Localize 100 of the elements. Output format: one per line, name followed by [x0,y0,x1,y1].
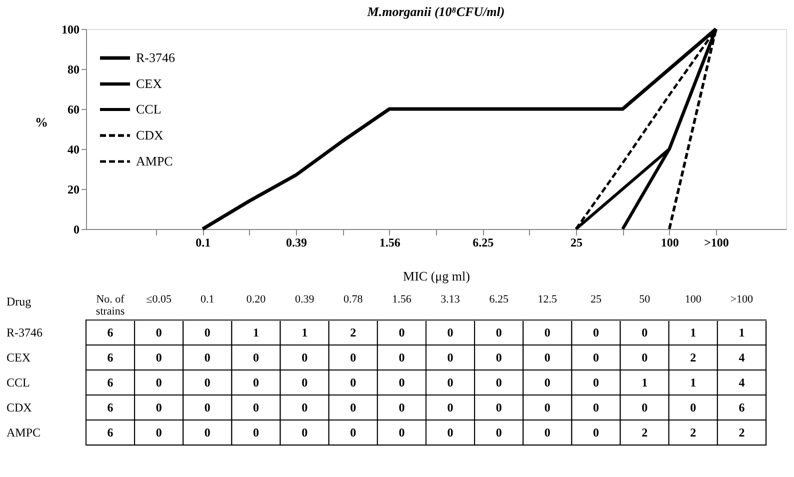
data-label: 0 [350,376,356,390]
data-label: 0 [496,326,502,340]
data-label: 2 [738,426,745,440]
x-tick-label: >100 [730,294,754,306]
data-label: 0 [593,426,599,440]
y-axis-title: % [35,114,48,130]
data-label: 0 [593,326,599,340]
x-axis-title: MIC (μg ml) [403,268,470,284]
y-tick-label: CCL [6,376,30,390]
y-tick-label: 40 [68,142,80,156]
x-tick-label: 6.25 [489,294,509,306]
data-label: 0 [398,350,405,364]
legend-label: AMPC [136,154,173,168]
data-label: 0 [204,400,210,414]
x-tick-label: 100 [684,294,702,306]
data-label: 0 [253,350,259,364]
data-label: 0 [204,426,210,440]
data-label: 0 [156,400,162,414]
x-tick-label: No. of strains [96,294,125,318]
x-tick-label: 100 [660,236,679,250]
data-label: 1 [302,326,308,340]
data-label: 0 [253,426,259,440]
data-label: 0 [447,326,454,340]
data-label: 0 [593,376,599,390]
data-label: 0 [690,400,696,414]
data-label: 0 [398,426,405,440]
chart-title: M.morganii (10⁸CFU/ml) [366,4,505,19]
data-label: 6 [738,400,745,414]
data-label: 1 [690,376,696,390]
data-label: 2 [350,326,356,340]
data-label: 4 [738,350,745,364]
x-tick-label: 0.39 [286,236,307,250]
data-label: 0 [253,400,259,414]
y-tick-label: CEX [6,350,31,364]
data-label: 6 [107,326,114,340]
data-label: 1 [738,326,745,340]
data-label: 0 [496,426,502,440]
data-label: 0 [156,376,162,390]
x-tick-label: >100 [704,236,729,250]
data-label: 0 [350,400,356,414]
data-label: 1 [642,376,648,390]
x-tick-label: 0.39 [294,294,315,306]
x-tick-label: 12.5 [538,294,558,306]
y-tick-label: R-3746 [6,326,42,340]
data-label: 0 [398,400,405,414]
data-label: 0 [642,400,648,414]
data-label: 0 [544,400,550,414]
data-label: 0 [447,350,454,364]
x-tick-label: 6.25 [472,236,494,250]
data-label: 4 [738,376,745,390]
data-label: 0 [544,350,550,364]
x-tick-label: 25 [590,294,602,306]
data-label: 0 [496,376,502,390]
data-label: 0 [253,376,259,390]
data-label: 6 [107,400,114,414]
data-label: 0 [544,326,550,340]
data-label: 6 [107,426,114,440]
data-label: 0 [350,350,356,364]
x-tick-label: 0.20 [246,294,266,306]
data-label: 6 [107,376,114,390]
legend-label: R-3746 [136,50,176,65]
data-label: 0 [156,326,162,340]
data-label: 0 [156,350,162,364]
data-label: 0 [302,400,308,414]
data-label: 0 [447,426,454,440]
legend-label: CEX [136,76,163,91]
data-label: 0 [544,376,550,390]
data-label: 0 [496,350,502,364]
x-tick-label: 1.56 [392,294,412,306]
y-tick-label: 0 [74,222,80,236]
x-tick-label: 0.1 [196,236,211,250]
y-tick-label: 100 [62,22,80,36]
x-tick-label: ≤0.05 [146,294,172,306]
legend-label: CCL [136,102,162,116]
data-label: 0 [204,326,210,340]
data-label: 2 [690,350,696,364]
data-label: 2 [642,426,648,440]
y-axis-title: Drug [6,294,32,308]
data-label: 0 [642,326,648,340]
data-label: 0 [398,326,405,340]
data-label: 0 [302,376,308,390]
data-label: 1 [690,326,696,340]
x-tick-label: 3.13 [440,294,460,306]
x-tick-label: 1.56 [379,236,400,250]
data-label: 0 [496,400,502,414]
y-tick-label: 80 [68,62,80,76]
data-label: 6 [107,350,114,364]
y-tick-label: 20 [68,182,80,196]
data-label: 0 [204,376,210,390]
data-label: 0 [302,350,308,364]
data-label: 0 [350,426,356,440]
data-label: 0 [642,350,648,364]
data-label: 0 [398,376,405,390]
data-label: 0 [544,426,550,440]
data-label: 1 [253,326,259,340]
x-tick-label: 0.1 [200,294,214,306]
data-label: 0 [204,350,210,364]
legend-label: CDX [136,128,164,142]
data-label: 0 [302,426,308,440]
x-tick-label: 25 [570,236,582,250]
